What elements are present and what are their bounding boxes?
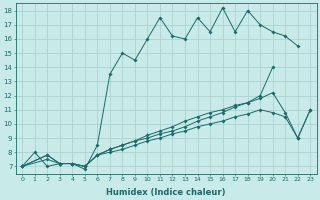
X-axis label: Humidex (Indice chaleur): Humidex (Indice chaleur)	[107, 188, 226, 197]
